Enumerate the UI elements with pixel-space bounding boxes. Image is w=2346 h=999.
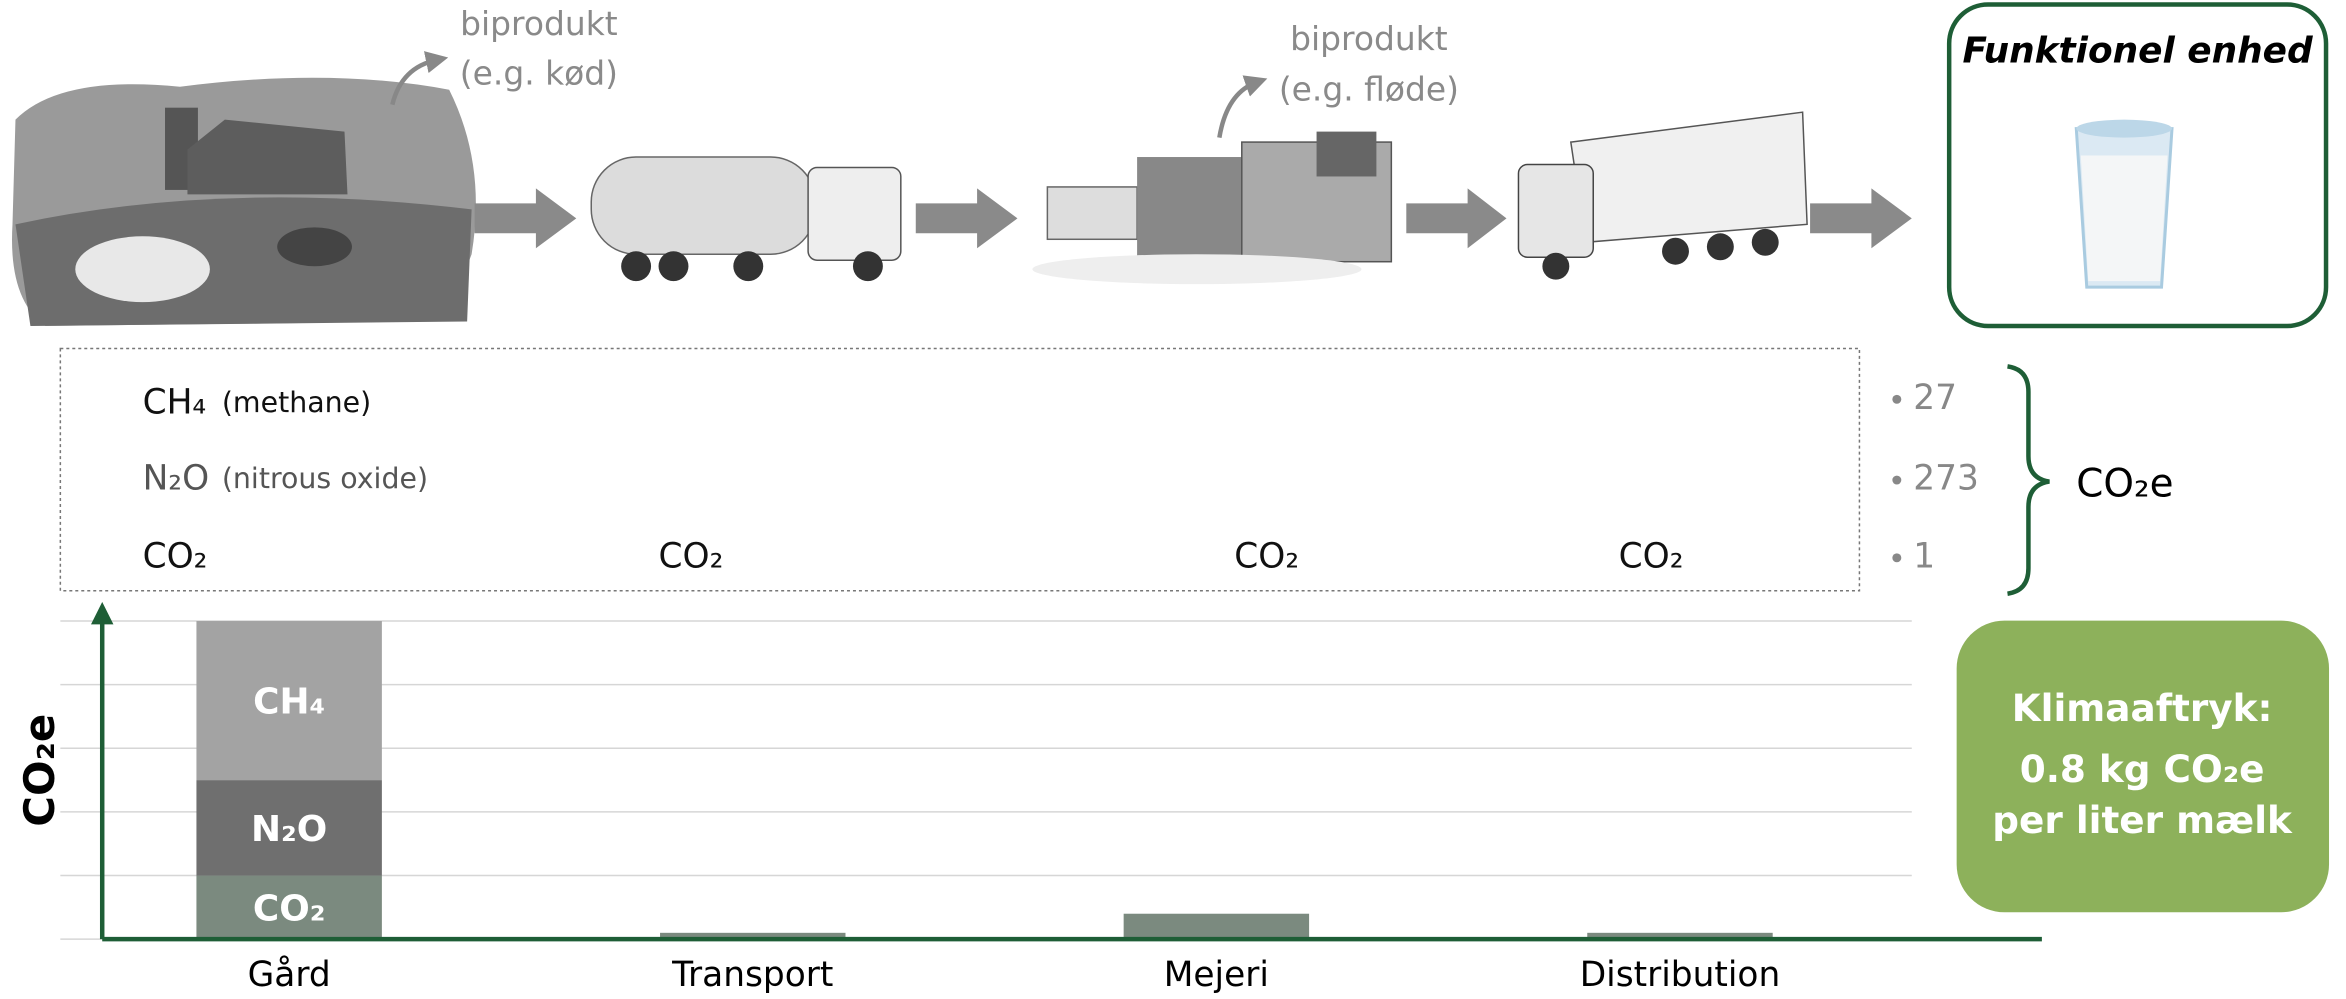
byproduct-label: biprodukt: [460, 4, 618, 43]
gas-formula: CH₄: [143, 382, 207, 422]
functional-unit-title: Funktionel enhed: [1963, 30, 2314, 71]
brace: [2007, 366, 2049, 593]
gas-name: (nitrous oxide): [222, 462, 428, 495]
byproduct-arrow: [1219, 82, 1256, 137]
gwp-value: 27: [1913, 378, 1957, 418]
co2e-label: CO₂e: [2076, 462, 2173, 507]
segment-label: N₂O: [251, 809, 327, 850]
page: { "process": { "byproducts": [ {"line1":…: [0, 0, 2346, 999]
byproduct-example: (e.g. kød): [460, 53, 618, 92]
result-text: 0.8 kg CO₂e: [2020, 747, 2265, 791]
segment-label: CH₄: [253, 682, 325, 723]
x-tick-label: Transport: [671, 955, 833, 995]
distribution-truck: [1518, 112, 1807, 279]
segment-label: CO₂: [253, 888, 326, 929]
gwp-value: 273: [1913, 459, 1979, 499]
x-tick-label: Mejeri: [1164, 955, 1269, 995]
gas-formula: N₂O: [143, 459, 210, 499]
stage-gas: CO₂: [1234, 536, 1299, 576]
x-tick-label: Gård: [248, 955, 331, 995]
byproduct-example: (e.g. fløde): [1279, 70, 1459, 109]
result-text: per liter mælk: [1992, 798, 2293, 842]
gwp-value: 1: [1913, 536, 1935, 576]
x-tick-label: Distribution: [1580, 955, 1781, 995]
gas-name: (methane): [222, 386, 371, 419]
infographic: biprodukt (e.g. kød) biprodukt (e.g. flø…: [0, 0, 2346, 999]
stage-gas: CO₂: [659, 536, 724, 576]
stage-gas: CO₂: [1619, 536, 1684, 576]
gas-formula: CO₂: [143, 536, 208, 576]
dairy-building: [1032, 132, 1391, 285]
y-axis-label: CO₂e: [15, 714, 64, 827]
chart: CO₂ N₂O CH₄ Gård Transport Mejeri Distribution: [60, 613, 2042, 995]
farm-illustration: [12, 78, 476, 326]
milk-glass: [2076, 120, 2172, 287]
byproduct-label: biprodukt: [1290, 19, 1448, 58]
bar-segment: [1124, 914, 1309, 939]
result-text: Klimaaftryk:: [2012, 686, 2273, 730]
milk-tanker: [591, 157, 901, 281]
